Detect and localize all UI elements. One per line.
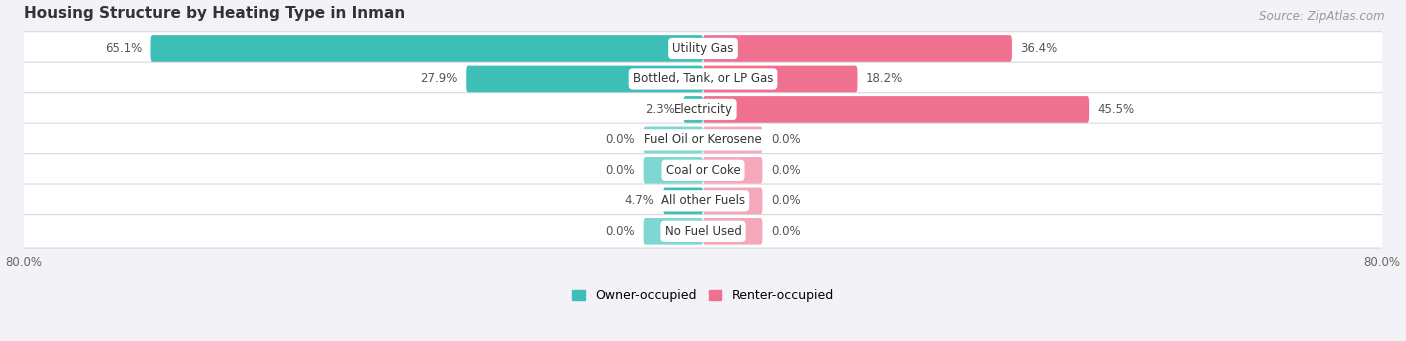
Text: Electricity: Electricity <box>673 103 733 116</box>
FancyBboxPatch shape <box>703 157 762 184</box>
Text: Utility Gas: Utility Gas <box>672 42 734 55</box>
FancyBboxPatch shape <box>467 65 703 92</box>
Text: 2.3%: 2.3% <box>645 103 675 116</box>
Text: 65.1%: 65.1% <box>105 42 142 55</box>
FancyBboxPatch shape <box>703 96 1090 123</box>
Text: Coal or Coke: Coal or Coke <box>665 164 741 177</box>
FancyBboxPatch shape <box>18 32 1388 65</box>
FancyBboxPatch shape <box>18 93 1388 126</box>
Text: 0.0%: 0.0% <box>606 133 636 146</box>
FancyBboxPatch shape <box>664 188 703 214</box>
Text: 18.2%: 18.2% <box>866 72 903 86</box>
Text: 27.9%: 27.9% <box>420 72 458 86</box>
FancyBboxPatch shape <box>644 218 703 244</box>
FancyBboxPatch shape <box>703 65 858 92</box>
FancyBboxPatch shape <box>644 127 703 153</box>
FancyBboxPatch shape <box>150 35 703 62</box>
FancyBboxPatch shape <box>18 62 1388 96</box>
FancyBboxPatch shape <box>703 127 762 153</box>
Text: 36.4%: 36.4% <box>1021 42 1057 55</box>
FancyBboxPatch shape <box>703 218 762 244</box>
FancyBboxPatch shape <box>18 153 1388 187</box>
FancyBboxPatch shape <box>18 214 1388 248</box>
FancyBboxPatch shape <box>703 188 762 214</box>
Legend: Owner-occupied, Renter-occupied: Owner-occupied, Renter-occupied <box>568 284 838 307</box>
FancyBboxPatch shape <box>18 184 1388 218</box>
FancyBboxPatch shape <box>18 123 1388 157</box>
Text: 0.0%: 0.0% <box>770 164 800 177</box>
Text: 0.0%: 0.0% <box>770 133 800 146</box>
Text: Fuel Oil or Kerosene: Fuel Oil or Kerosene <box>644 133 762 146</box>
Text: 0.0%: 0.0% <box>770 194 800 207</box>
Text: 0.0%: 0.0% <box>606 225 636 238</box>
Text: All other Fuels: All other Fuels <box>661 194 745 207</box>
Text: 0.0%: 0.0% <box>770 225 800 238</box>
Text: Bottled, Tank, or LP Gas: Bottled, Tank, or LP Gas <box>633 72 773 86</box>
Text: 0.0%: 0.0% <box>606 164 636 177</box>
Text: Housing Structure by Heating Type in Inman: Housing Structure by Heating Type in Inm… <box>24 5 405 20</box>
FancyBboxPatch shape <box>683 96 703 123</box>
Text: 45.5%: 45.5% <box>1098 103 1135 116</box>
Text: No Fuel Used: No Fuel Used <box>665 225 741 238</box>
FancyBboxPatch shape <box>703 35 1012 62</box>
Text: Source: ZipAtlas.com: Source: ZipAtlas.com <box>1260 10 1385 23</box>
Text: 4.7%: 4.7% <box>624 194 655 207</box>
FancyBboxPatch shape <box>644 157 703 184</box>
